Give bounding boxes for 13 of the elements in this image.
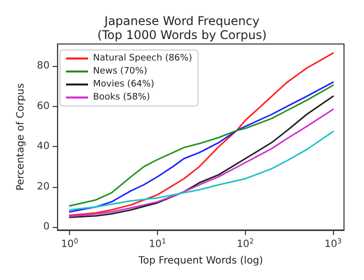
y-tick-label: 40 <box>36 141 50 152</box>
legend-label: Natural Speech (86%) <box>93 54 192 64</box>
legend-label: Books (58%) <box>93 92 150 102</box>
legend-label: News (70%) <box>93 66 148 76</box>
x-axis-title: Top Frequent Words (log) <box>138 256 264 266</box>
chart-title: Japanese Word Frequency <box>104 14 260 28</box>
y-tick-label: 0 <box>43 221 50 232</box>
chart-subtitle: (Top 1000 Words by Corpus) <box>97 28 267 42</box>
y-tick-label: 80 <box>36 60 50 72</box>
y-tick-label: 60 <box>36 100 50 112</box>
y-axis-title: Percentage of Corpus <box>16 83 26 191</box>
y-tick-label: 20 <box>36 181 50 192</box>
legend-label: Movies (64%) <box>93 80 154 90</box>
